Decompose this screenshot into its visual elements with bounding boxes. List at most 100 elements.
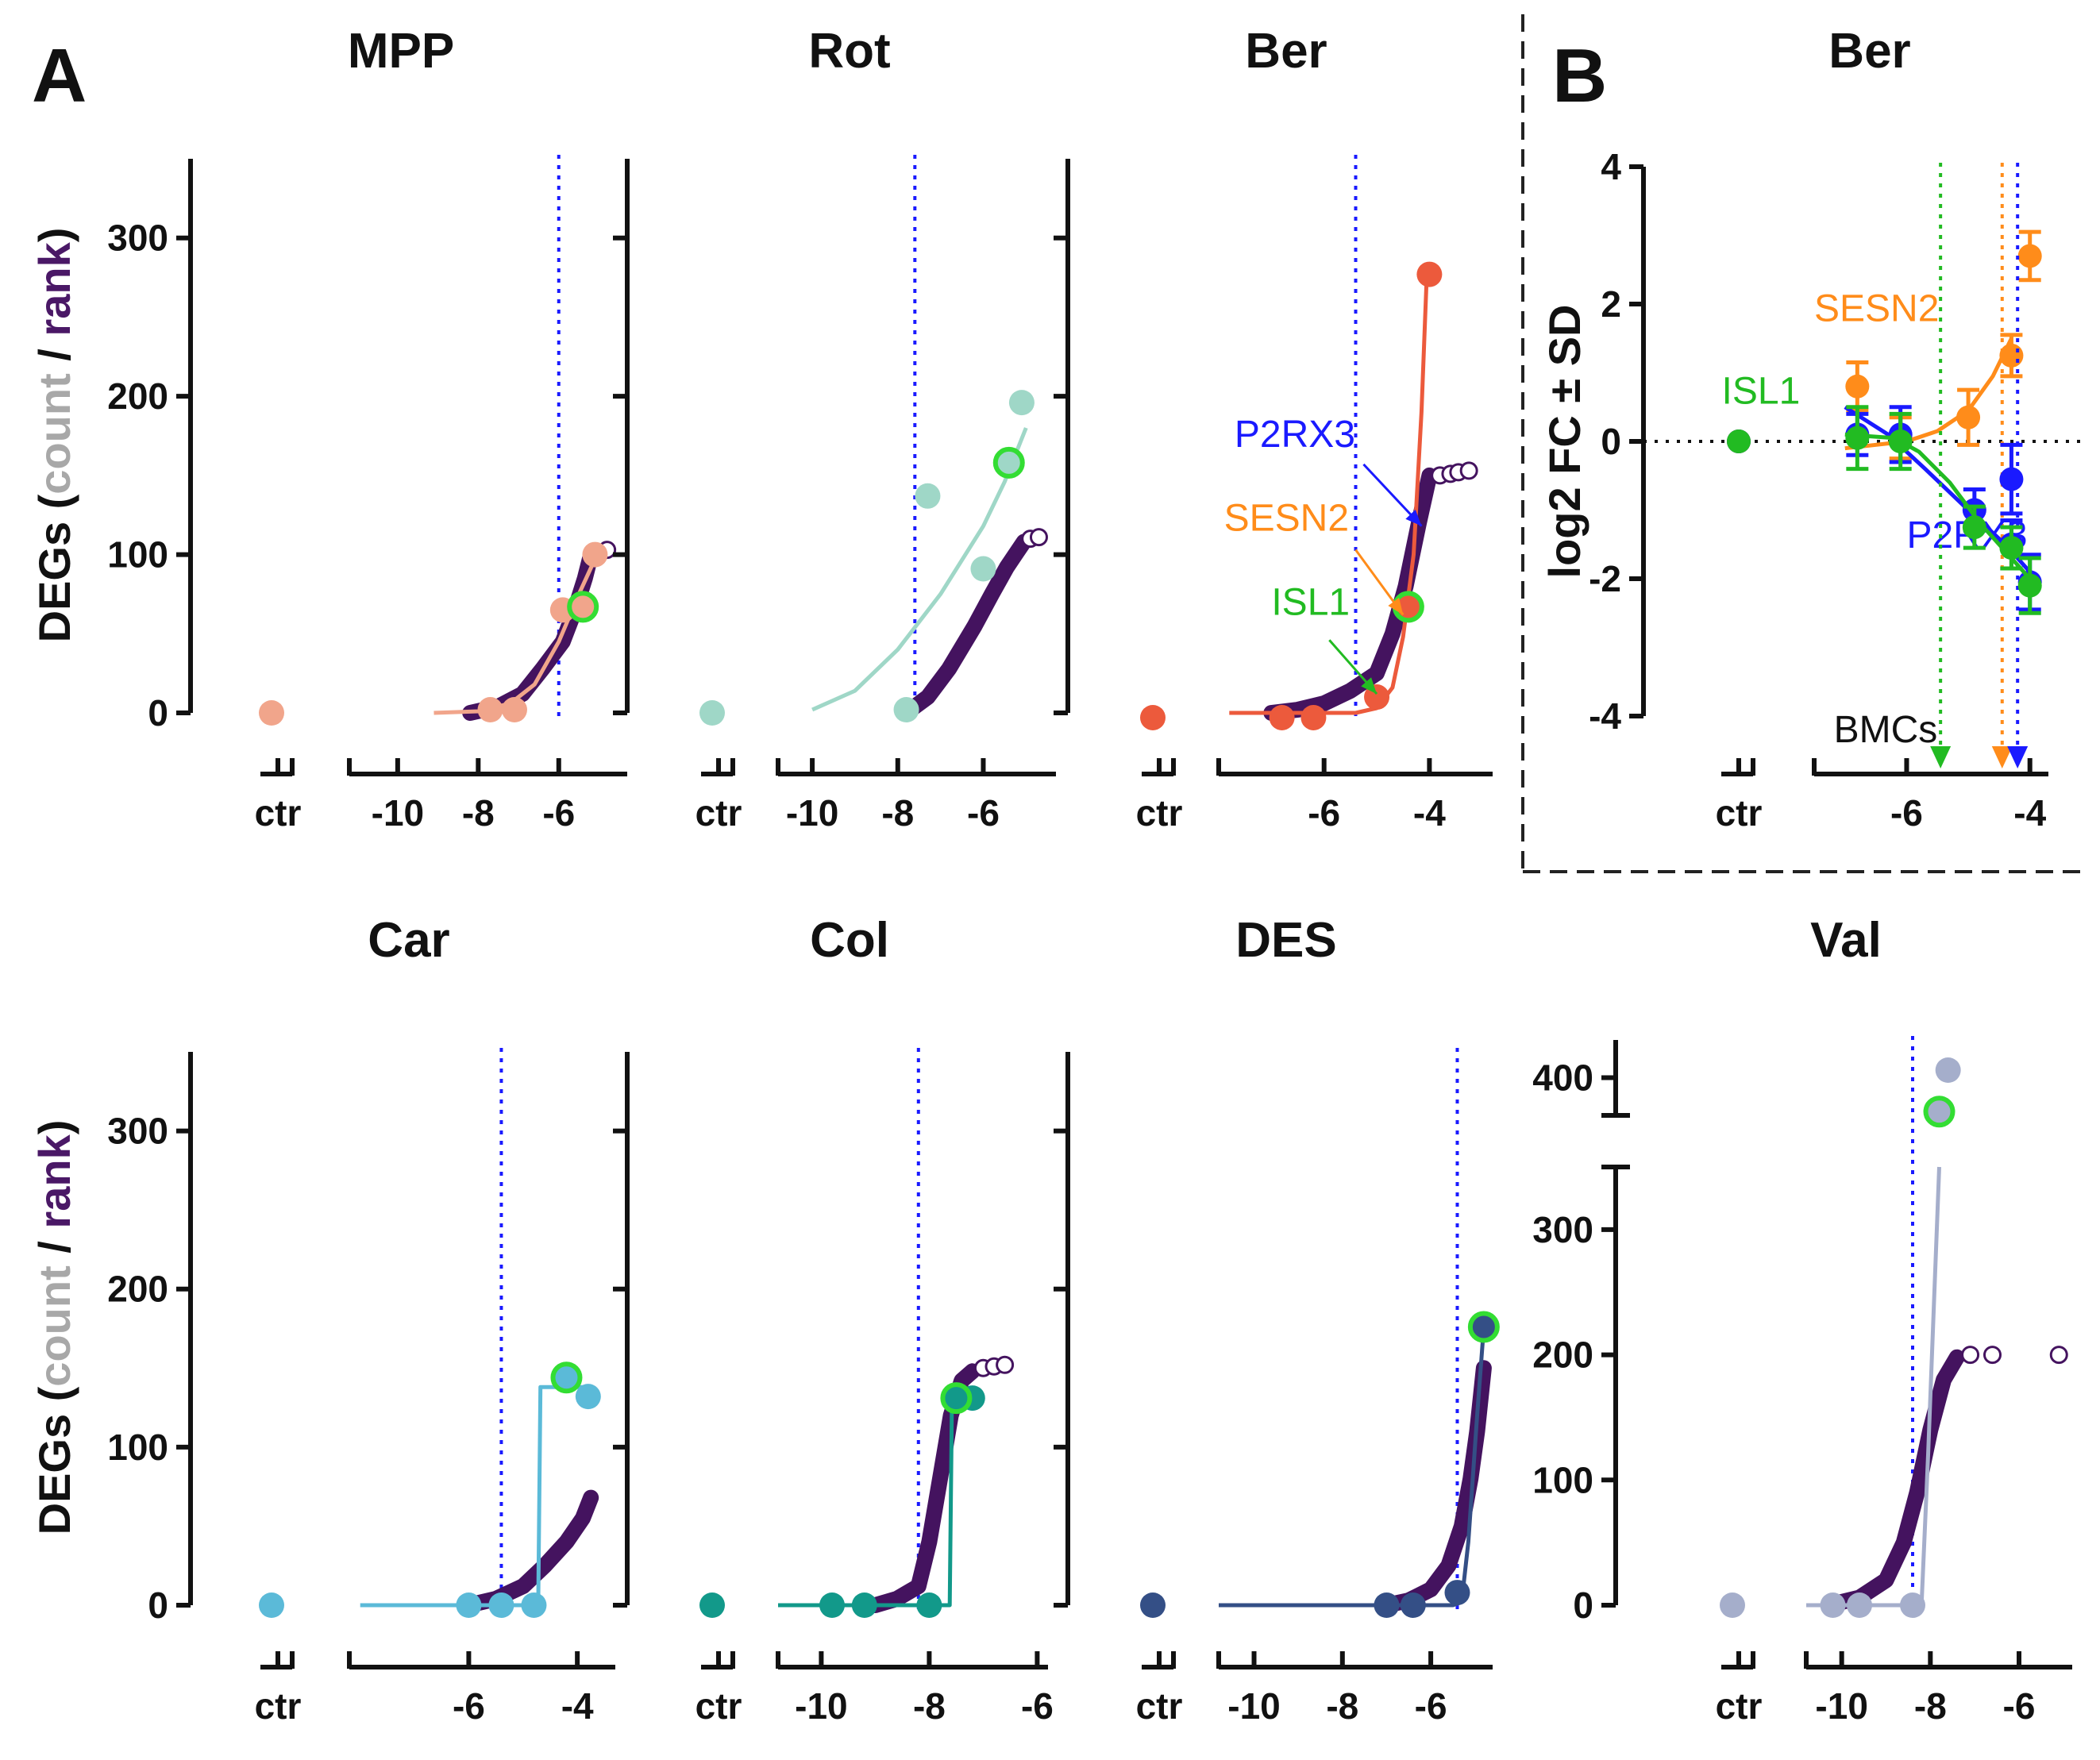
- rank-curve: [1820, 1349, 1965, 1613]
- data-point: [501, 697, 527, 723]
- data-point: [1956, 405, 1981, 429]
- panel-label-a: A: [32, 33, 87, 118]
- highlight-point: [567, 591, 599, 623]
- highlight-point: [940, 1382, 973, 1415]
- chart-car: Car 0 100 200 300 ctr -6 -4: [107, 913, 615, 1727]
- x-tick-label: -8: [1914, 1685, 1947, 1727]
- x-tick-label: -4: [561, 1685, 594, 1727]
- bmc-marker: [2007, 746, 2029, 768]
- rank-curve: [1378, 1360, 1492, 1613]
- x-tick-label-ctr: ctr: [696, 792, 742, 834]
- y-tick-label: 4: [1601, 146, 1621, 187]
- x-tick-label-ctr: ctr: [255, 792, 302, 834]
- rank-tail-point: [1983, 1346, 2002, 1365]
- chart-rot: Rot ctr -10 -8 -6: [613, 24, 1056, 834]
- data-point: [1400, 1592, 1426, 1618]
- x-tick-label: -6: [2003, 1685, 2036, 1727]
- data-point: [1900, 1592, 1925, 1618]
- highlight-point: [1923, 1096, 1956, 1128]
- y-axis-label-top: DEGs (count / rank): [29, 228, 79, 643]
- bmc-marker: [1930, 746, 1952, 768]
- data-point: [970, 556, 996, 582]
- data-point: [1374, 1592, 1400, 1618]
- ctr-point: [699, 1592, 725, 1618]
- x-tick-label-ctr: ctr: [1716, 792, 1763, 834]
- ctr-point: [1727, 429, 1751, 453]
- y-axis-label-part: rank: [29, 1134, 79, 1228]
- series-isl1: ISL1: [1722, 163, 2042, 768]
- rank-tail-point: [1961, 1346, 1980, 1365]
- chart-title: Car: [368, 913, 449, 968]
- ctr-point: [259, 700, 284, 726]
- y-axis-label-part: ): [29, 228, 79, 243]
- y-axis-label-part: ): [29, 1120, 79, 1135]
- y-axis-label: log2 FC ± SD: [1539, 305, 1589, 579]
- x-tick-label-ctr: ctr: [1136, 792, 1183, 834]
- highlight-point: [1467, 1311, 1500, 1343]
- count-fit-curve: [811, 427, 1028, 712]
- rank-tail-point: [1459, 461, 1478, 480]
- y-axis-label-part: DEGs (: [29, 494, 79, 642]
- data-point: [1845, 426, 1870, 450]
- y-tick-label: 300: [1532, 1209, 1593, 1250]
- chart-title: DES: [1235, 913, 1336, 968]
- chart-title: Ber: [1828, 24, 1910, 79]
- rank-tail-point: [996, 1355, 1015, 1374]
- y-tick-label: 300: [107, 218, 168, 259]
- series-p2rx3: P2RX3: [1727, 163, 2042, 768]
- y-axis-label-part: /: [29, 337, 79, 374]
- data-point: [1416, 261, 1443, 287]
- y-tick-label: 0: [1601, 421, 1621, 462]
- rank-curve: [460, 1489, 599, 1613]
- chart-title: Col: [810, 913, 889, 968]
- annotation-label: SESN2: [1224, 498, 1349, 540]
- y-tick-label: 100: [107, 534, 168, 576]
- x-tick-label: -6: [542, 792, 575, 834]
- data-point: [1845, 374, 1870, 399]
- x-tick-label: -4: [2013, 792, 2046, 834]
- y-tick-label: 100: [107, 1427, 168, 1468]
- data-point: [575, 1384, 601, 1410]
- x-tick-label: -8: [913, 1685, 946, 1727]
- data-point: [582, 541, 608, 568]
- data-point: [819, 1592, 845, 1618]
- series-sesn2: SESN2: [1727, 163, 2042, 768]
- chart-ber: Ber ctr -6 -4 P2RX3 SESN2 ISL1: [1054, 24, 1493, 834]
- data-point: [1935, 1057, 1961, 1083]
- y-axis-label-part: count: [29, 373, 79, 494]
- fit-curve: [1844, 337, 2013, 451]
- x-tick-label: -8: [462, 792, 495, 834]
- chart-title: Val: [1810, 913, 1882, 968]
- x-tick-label: -10: [795, 1685, 847, 1727]
- chart-ber-log2fc: Ber -4 -2 0 2 4 log2 FC ± SD ctr -6 -4 BMCs SESN2P2…: [1539, 24, 2084, 834]
- count-fit-curve: [1229, 274, 1429, 715]
- rank-tail-point: [2049, 1346, 2068, 1365]
- y-tick-label: 200: [107, 1269, 168, 1310]
- chart-des: DES ctr -10 -8 -6: [1054, 913, 1500, 1727]
- y-tick-label: 400: [1532, 1057, 1593, 1099]
- x-tick-label: -6: [1021, 1685, 1054, 1727]
- data-point: [2017, 573, 2042, 598]
- highlight-point: [992, 446, 1025, 479]
- chart-col: Col ctr -10 -8 -6: [613, 913, 1054, 1727]
- annotation-arrowhead: [1361, 677, 1378, 695]
- annotation-label: ISL1: [1271, 581, 1350, 623]
- x-tick-label-ctr: ctr: [255, 1685, 302, 1727]
- ctr-point: [1720, 1592, 1745, 1618]
- y-tick-label: 0: [148, 1585, 168, 1626]
- data-point: [1999, 467, 2024, 491]
- data-point: [916, 1592, 942, 1618]
- data-point: [1444, 1580, 1470, 1606]
- rank-tail-point: [1029, 528, 1048, 547]
- x-tick-label: -10: [786, 792, 838, 834]
- data-point: [1888, 429, 1913, 453]
- ctr-point: [1140, 704, 1166, 730]
- highlight-point: [550, 1361, 583, 1394]
- y-axis-label-part: count: [29, 1265, 79, 1386]
- x-tick-label: -6: [967, 792, 1000, 834]
- data-point: [1847, 1592, 1872, 1618]
- x-tick-label: -6: [1415, 1685, 1447, 1727]
- y-axis-label-bottom: DEGs (count / rank): [29, 1120, 79, 1535]
- x-tick-label: -10: [1227, 1685, 1280, 1727]
- y-tick-label: 300: [107, 1111, 168, 1152]
